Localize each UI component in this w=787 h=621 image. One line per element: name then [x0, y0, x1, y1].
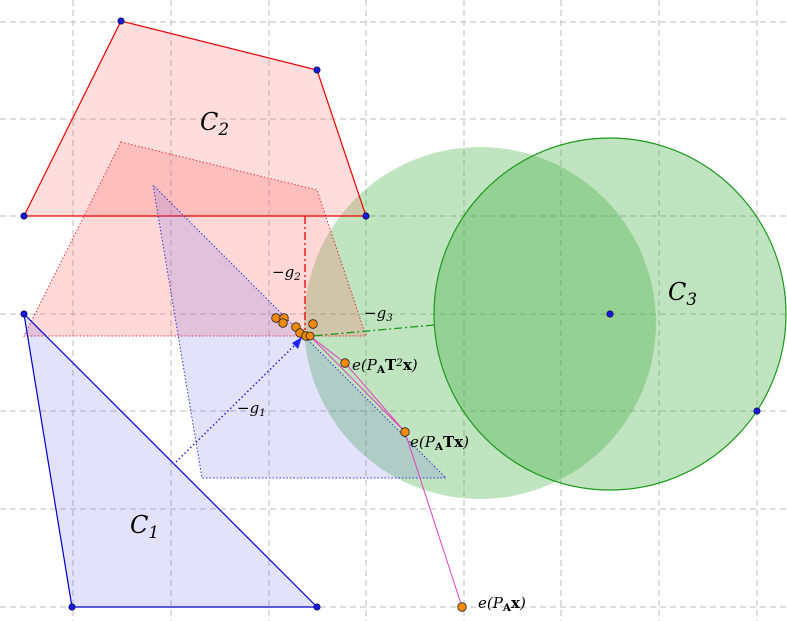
g3-arrow — [311, 324, 435, 337]
label-part: 2 — [293, 271, 301, 283]
label-part: −g — [272, 263, 294, 281]
g2-label: −g2 — [272, 263, 301, 283]
label-part: 3 — [386, 312, 393, 324]
label-part: e(P — [352, 356, 378, 374]
e0-label: e(PAx) — [478, 594, 526, 614]
label-part: C — [130, 511, 148, 539]
path — [309, 335, 463, 608]
label-part: A — [434, 441, 444, 453]
label-part: ) — [519, 594, 526, 612]
label-part: 2 — [395, 357, 403, 369]
g1-label: −g1 — [237, 399, 266, 419]
label-part: ) — [411, 356, 418, 374]
iterates — [271, 313, 467, 612]
label-part: e(P — [410, 433, 436, 451]
shifted-c2 — [23, 141, 367, 337]
label-part: ) — [462, 433, 469, 451]
arrow-head — [292, 337, 302, 349]
label-part: e(P — [478, 594, 504, 612]
label-part: 1 — [259, 407, 266, 419]
label-part: C — [668, 278, 686, 306]
c1 — [23, 312, 319, 608]
vertices — [20, 17, 761, 611]
label-part: 1 — [148, 522, 159, 542]
c1-label: C1 — [130, 511, 159, 542]
label-part: 3 — [686, 289, 697, 309]
label-part: T — [385, 356, 397, 374]
labels: C2 C1 C3 −g2 −g1 −g3 e(PAT2x) e(PATx) e(… — [130, 108, 697, 614]
label-part: −g — [237, 399, 259, 417]
label-part: x — [403, 356, 413, 374]
g1-arrow — [175, 341, 299, 463]
path — [309, 335, 406, 433]
e1-label: e(PATx) — [410, 433, 469, 453]
e2-label: e(PAT2x) — [352, 356, 418, 376]
label-part: −g — [364, 304, 386, 322]
label-part: 2 — [217, 119, 229, 139]
g3-label: −g3 — [364, 304, 393, 324]
label-part: A — [502, 602, 512, 614]
c2 — [23, 20, 367, 217]
label-part: x — [511, 594, 521, 612]
shifted-c3 — [304, 147, 656, 499]
label-part: Tx — [443, 433, 464, 451]
label-part: A — [376, 364, 386, 376]
c2-label: C2 — [200, 108, 229, 139]
c3-label: C3 — [668, 278, 697, 309]
label-part: C — [200, 108, 218, 136]
